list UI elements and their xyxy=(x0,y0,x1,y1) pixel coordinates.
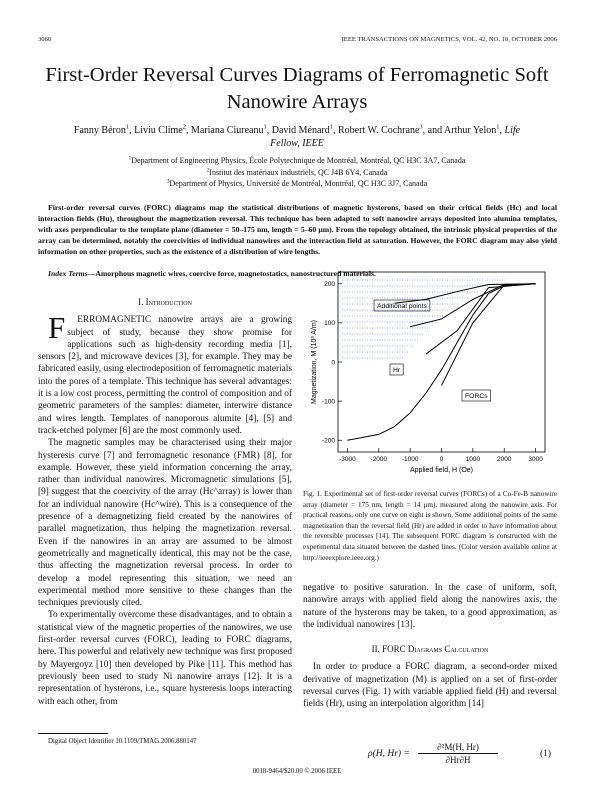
paragraph: To experimentally overcome these disadva… xyxy=(38,610,292,707)
section-heading: I. Introduction xyxy=(138,297,192,307)
forc-curve xyxy=(394,283,536,304)
author-separator: , xyxy=(333,125,339,136)
author-separator: , and xyxy=(422,125,445,136)
x-tick-label: 1000 xyxy=(466,456,481,463)
paragraph: The magnetic samples may be characterise… xyxy=(38,438,292,609)
x-tick-label: 2000 xyxy=(497,456,512,463)
forc-curve xyxy=(410,283,536,328)
author-name: Mariana Ciureanu xyxy=(190,125,264,136)
affiliations: 1Department of Engineering Physics, Écol… xyxy=(40,155,554,190)
forc-curve xyxy=(347,283,536,441)
annotation: FORCs xyxy=(465,393,488,400)
footer: 0018-9464/$20.00 © 2006 IEEE xyxy=(252,768,342,775)
paragraph: FERROMAGNETIC nanowire arrays are a grow… xyxy=(38,310,292,436)
author-separator: , xyxy=(129,125,135,136)
author-affiliation: 1 xyxy=(329,123,334,131)
equation-numerator: ∂²M(H, Hr) xyxy=(418,742,498,754)
journal-header: IEEE TRANSACTIONS ON MAGNETICS, VOL. 42,… xyxy=(341,36,557,43)
plot-frame xyxy=(337,271,546,453)
y-axis-label: Magnetization, M (10³ A/m) xyxy=(311,320,318,404)
author-affiliation: 3 xyxy=(419,123,423,131)
author-affiliation: 2 xyxy=(182,123,186,131)
affiliation-text: Department of Physics, Université de Mon… xyxy=(169,179,428,189)
author-affiliation: 1 xyxy=(263,123,267,131)
x-tick-label: 3000 xyxy=(528,456,543,463)
right-column: negative to positive saturation. In the … xyxy=(303,582,557,711)
author-affiliation: 1 xyxy=(496,123,500,131)
equation-denominator: ∂Hr∂H xyxy=(445,755,471,765)
author-note: Life Fellow, IEEE xyxy=(270,125,521,149)
footnote: Digital Object Identifier 10.1109/TMAG.2… xyxy=(48,738,197,745)
affiliation-text: Institut des matériaux industriels, QC J… xyxy=(209,167,388,177)
annotation: Additional points xyxy=(377,303,427,310)
annotation-box xyxy=(389,363,404,376)
annotation: Hr xyxy=(393,367,401,374)
x-axis-label: Applied field, H (Oe) xyxy=(410,467,473,474)
section-heading: II. FORC Diagrams Calculation xyxy=(371,644,489,655)
index-terms: Index Terms—Amorphous magnetic wires, co… xyxy=(38,269,557,280)
page-number: 3060 xyxy=(38,36,52,43)
index-label: Index Terms— xyxy=(48,269,96,278)
index-text: Amorphous magnetic wires, coercive force… xyxy=(95,269,376,278)
author-name: Arthur Yelon xyxy=(444,125,497,136)
forc-curve xyxy=(441,283,536,386)
affiliation-number: 3 xyxy=(166,178,170,185)
author-separator: , xyxy=(185,125,191,136)
y-tick-label: 0 xyxy=(331,359,335,366)
y-tick-label: -200 xyxy=(322,438,335,445)
footnote-rule xyxy=(38,733,108,734)
y-tick-label: 200 xyxy=(324,281,335,288)
affiliation-number: 2 xyxy=(206,166,210,173)
figure-caption: Fig. 1. Experimental set of first-order … xyxy=(303,490,557,562)
paragraph: negative to positive saturation. In the … xyxy=(303,583,557,630)
author-separator: , xyxy=(499,125,505,136)
x-tick-label: -2000 xyxy=(370,456,387,463)
affiliation-number: 1 xyxy=(128,155,132,162)
x-tick-label: -1000 xyxy=(402,456,419,463)
affiliation-text: Department of Engineering Physics, École… xyxy=(131,156,466,165)
author-name: Liviu Clime xyxy=(134,125,183,136)
x-tick-label: 0 xyxy=(440,456,444,463)
author-affiliation: 1 xyxy=(125,123,130,131)
annotation-box xyxy=(461,389,491,402)
title: First-Order Reversal Curves Diagrams of … xyxy=(45,64,549,113)
affiliation: 3Department of Physics, Université de Mo… xyxy=(40,178,554,190)
author-name: Fanny Béron xyxy=(73,125,126,136)
x-tick-label: -3000 xyxy=(339,456,356,463)
paragraph: In order to produce a FORC diagram, a se… xyxy=(303,662,557,710)
equation-number: (1) xyxy=(540,749,552,759)
y-tick-label: -100 xyxy=(322,398,335,405)
affiliation: 2Institut des matériaux industriels, QC … xyxy=(40,167,554,179)
authors: Fanny Béron1, Liviu Clime2, Mariana Ciur… xyxy=(60,124,534,150)
abstract: First-order reversal curves (FORC) diagr… xyxy=(38,203,557,256)
affiliation: 1Department of Engineering Physics, Écol… xyxy=(40,155,554,167)
author-name: David Ménard xyxy=(271,125,330,136)
forc-curve xyxy=(425,283,536,355)
additional-points-hatch xyxy=(342,279,505,359)
author-separator: , xyxy=(266,125,272,136)
equation-lhs: ρ(H, Hr) = xyxy=(368,749,410,759)
y-tick-label: 100 xyxy=(324,320,335,327)
left-column: I. Introduction FERROMAGNETIC nanowire a… xyxy=(38,296,292,708)
annotation-box xyxy=(373,299,431,312)
author-name: Robert W. Cochrane xyxy=(338,125,420,136)
